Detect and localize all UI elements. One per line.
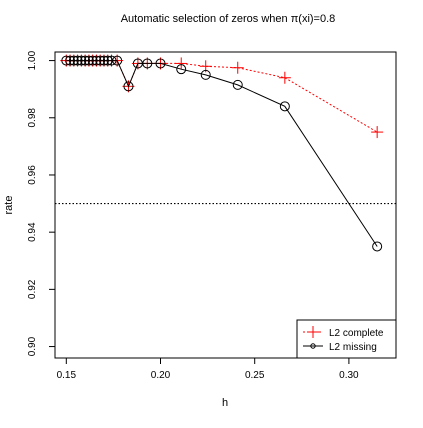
data-point-complete — [371, 126, 384, 139]
chart-title: Automatic selection of zeros when π(xi)=… — [121, 13, 336, 25]
series-group — [60, 54, 384, 252]
data-point-complete — [278, 71, 291, 84]
axes: 0.15 0.20 0.25 0.30 0.90 0.92 0.94 0.96 0.98 1.00 — [27, 50, 359, 381]
data-point-missing — [83, 55, 94, 66]
data-point-missing — [76, 55, 87, 66]
legend: L2 complete L2 missing — [296, 319, 397, 359]
y-tick-label: 0.98 — [27, 108, 38, 128]
legend-item-missing: L2 missing — [303, 342, 377, 353]
x-axis-label: h — [222, 397, 228, 409]
data-point-missing — [155, 58, 166, 69]
x-tick-label: 0.20 — [151, 370, 171, 381]
data-point-missing — [176, 64, 187, 75]
data-point-missing — [61, 55, 72, 66]
data-point-missing — [279, 101, 290, 112]
data-point-missing — [200, 69, 211, 80]
data-point-complete — [231, 61, 244, 74]
x-tick-label: 0.30 — [339, 370, 359, 381]
series-line-missing — [66, 60, 378, 247]
series-missing — [61, 55, 383, 252]
legend-item-complete: L2 complete — [303, 326, 384, 339]
y-axis-label: rate — [3, 196, 15, 215]
legend-marker — [307, 326, 319, 338]
data-point-missing — [98, 55, 109, 66]
series-line-complete — [66, 60, 378, 133]
x-tick-label: 0.25 — [245, 370, 265, 381]
y-tick-label: 1.00 — [27, 50, 38, 70]
data-point-missing — [372, 241, 383, 252]
y-tick-label: 0.96 — [27, 165, 38, 185]
y-tick-label: 0.92 — [27, 279, 38, 299]
legend-marker — [310, 343, 316, 349]
plot-frame — [54, 51, 397, 359]
data-point-missing — [80, 55, 91, 66]
data-point-missing — [65, 55, 76, 66]
legend-label: L2 missing — [329, 342, 377, 353]
data-point-missing — [95, 55, 106, 66]
y-tick-label: 0.90 — [27, 336, 38, 356]
data-point-missing — [123, 81, 134, 92]
data-point-missing — [106, 55, 117, 66]
data-point-missing — [72, 55, 83, 66]
data-point-missing — [232, 79, 243, 90]
y-tick-label: 0.94 — [27, 222, 38, 242]
data-point-missing — [68, 55, 79, 66]
x-tick-label: 0.15 — [57, 370, 77, 381]
data-point-missing — [91, 55, 102, 66]
data-point-complete — [175, 57, 188, 70]
data-point-missing — [112, 55, 123, 66]
data-point-missing — [142, 58, 153, 69]
legend-label: L2 complete — [329, 328, 384, 339]
data-point-missing — [87, 55, 98, 66]
series-complete — [60, 54, 384, 139]
